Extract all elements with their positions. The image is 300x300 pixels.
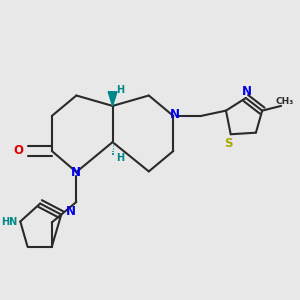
Text: N: N bbox=[71, 166, 81, 178]
Text: S: S bbox=[224, 136, 233, 150]
Text: H: H bbox=[116, 153, 124, 163]
Text: N: N bbox=[242, 85, 252, 98]
Polygon shape bbox=[108, 92, 117, 106]
Text: HN: HN bbox=[1, 217, 17, 226]
Text: H: H bbox=[116, 85, 124, 95]
Text: N: N bbox=[170, 108, 180, 121]
Text: N: N bbox=[66, 205, 76, 218]
Text: O: O bbox=[13, 144, 23, 158]
Text: CH₃: CH₃ bbox=[276, 97, 294, 106]
